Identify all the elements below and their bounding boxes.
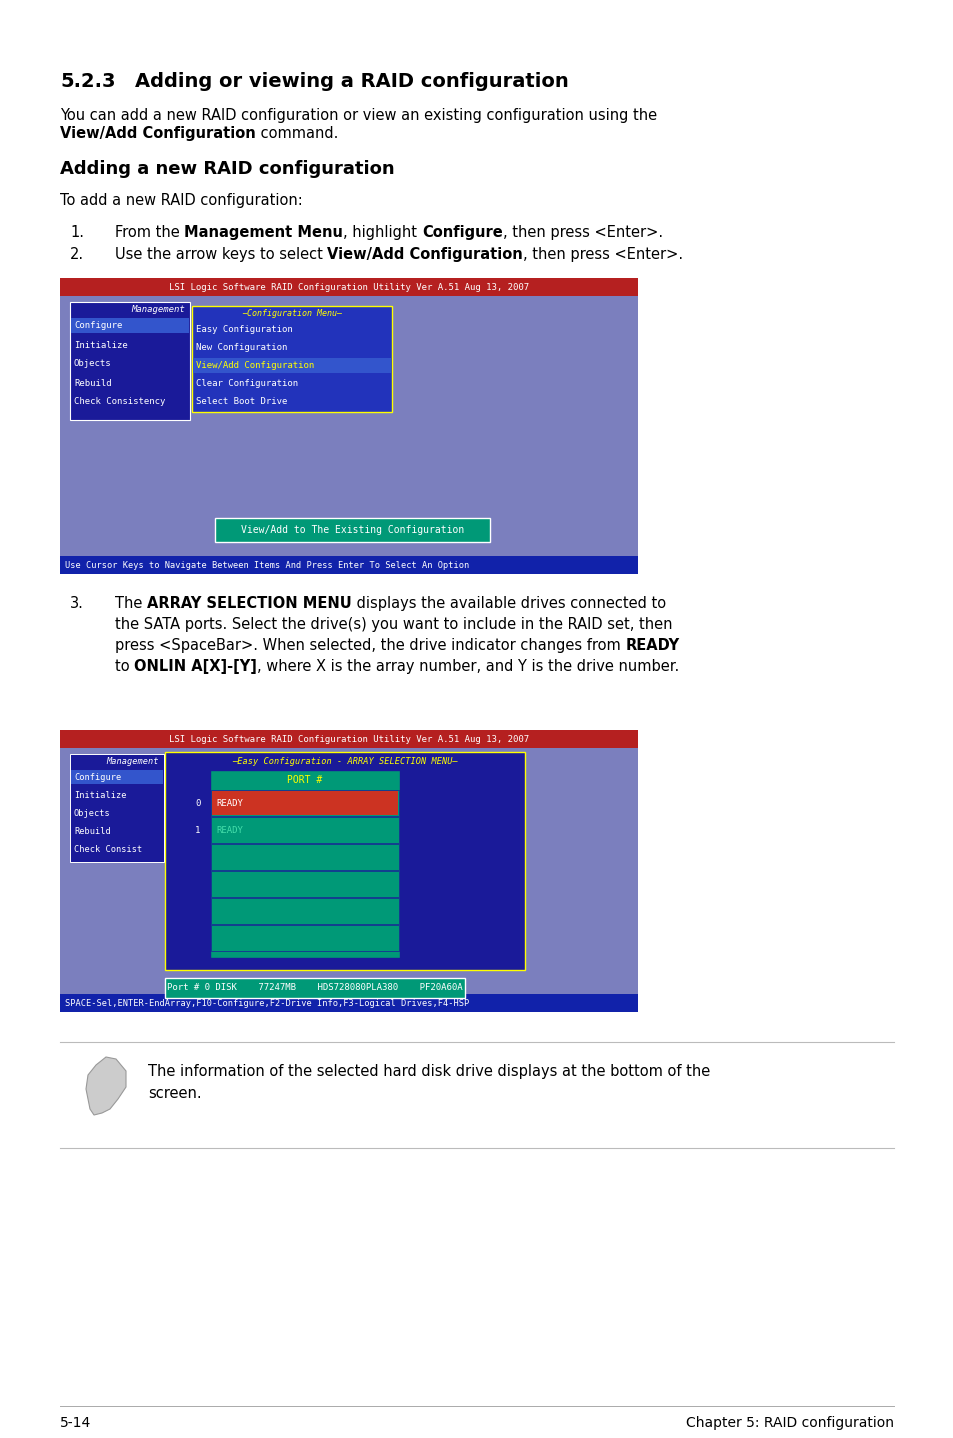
Text: Management: Management [107, 758, 159, 766]
Bar [165, 978, 464, 998]
Text: the SATA ports. Select the drive(s) you want to include in the RAID set, then: the SATA ports. Select the drive(s) you … [115, 617, 672, 631]
Text: Configure: Configure [74, 322, 122, 331]
Text: Select Boot Drive: Select Boot Drive [195, 397, 287, 407]
Text: Port # 0 DISK    77247MB    HDS728080PLA380    PF20A60A: Port # 0 DISK 77247MB HDS728080PLA380 PF… [167, 984, 462, 992]
Text: Management: Management [132, 305, 185, 315]
Bar [60, 296, 638, 557]
Bar [60, 278, 638, 296]
Text: READY: READY [215, 800, 243, 808]
Text: View/Add to The Existing Configuration: View/Add to The Existing Configuration [240, 525, 464, 535]
Text: Check Consist: Check Consist [74, 844, 142, 854]
Bar [70, 754, 164, 861]
Text: LSI Logic Software RAID Configuration Utility Ver A.51 Aug 13, 2007: LSI Logic Software RAID Configuration Ut… [169, 282, 529, 292]
Bar [211, 897, 398, 925]
Bar [60, 731, 638, 748]
Bar [193, 358, 391, 372]
Text: ARRAY SELECTION MENU: ARRAY SELECTION MENU [147, 595, 352, 611]
Bar [211, 789, 398, 815]
Text: —Easy Configuration - ARRAY SELECTION MENU—: —Easy Configuration - ARRAY SELECTION ME… [232, 758, 457, 766]
Bar [211, 925, 398, 951]
Text: displays the available drives connected to: displays the available drives connected … [352, 595, 665, 611]
Text: to: to [115, 659, 134, 674]
Bar [211, 844, 398, 870]
Text: Management Menu: Management Menu [184, 224, 343, 240]
Text: screen.: screen. [148, 1086, 201, 1102]
Text: The: The [115, 595, 147, 611]
Text: Clear Configuration: Clear Configuration [195, 380, 297, 388]
Text: Configure: Configure [421, 224, 502, 240]
Bar [71, 769, 163, 784]
Text: View/Add Configuration: View/Add Configuration [327, 247, 522, 262]
Text: 0: 0 [195, 800, 200, 808]
Text: View/Add Configuration: View/Add Configuration [195, 361, 314, 371]
Bar [60, 557, 638, 574]
Text: —Configuration Menu—: —Configuration Menu— [242, 309, 341, 318]
Text: , then press <Enter>.: , then press <Enter>. [502, 224, 662, 240]
Text: 1.: 1. [70, 224, 84, 240]
Text: command.: command. [255, 127, 337, 141]
Text: 5-14: 5-14 [60, 1416, 91, 1429]
Text: LSI Logic Software RAID Configuration Utility Ver A.51 Aug 13, 2007: LSI Logic Software RAID Configuration Ut… [169, 735, 529, 743]
Text: View/Add Configuration: View/Add Configuration [60, 127, 255, 141]
Text: PORT #: PORT # [287, 775, 322, 785]
Text: 2.: 2. [70, 247, 84, 262]
Bar [60, 748, 638, 994]
Bar [192, 306, 392, 413]
Text: Initialize: Initialize [74, 341, 128, 349]
Text: Rebuild: Rebuild [74, 378, 112, 387]
Bar [60, 994, 638, 1012]
Bar [70, 302, 190, 420]
Bar [214, 518, 490, 542]
Bar [212, 791, 397, 815]
Bar [71, 318, 189, 334]
Text: To add a new RAID configuration:: To add a new RAID configuration: [60, 193, 302, 209]
Text: Chapter 5: RAID configuration: Chapter 5: RAID configuration [685, 1416, 893, 1429]
Polygon shape [86, 1057, 126, 1114]
Text: press <SpaceBar>. When selected, the drive indicator changes from: press <SpaceBar>. When selected, the dri… [115, 638, 625, 653]
Text: Easy Configuration: Easy Configuration [195, 325, 293, 335]
Text: Adding a new RAID configuration: Adding a new RAID configuration [60, 160, 395, 178]
Text: Initialize: Initialize [74, 791, 127, 800]
Text: , highlight: , highlight [343, 224, 421, 240]
Text: 3.: 3. [70, 595, 84, 611]
Text: Rebuild: Rebuild [74, 827, 111, 835]
Text: Objects: Objects [74, 360, 112, 368]
Text: Use the arrow keys to select: Use the arrow keys to select [115, 247, 327, 262]
Text: READY: READY [215, 825, 243, 835]
Text: You can add a new RAID configuration or view an existing configuration using the: You can add a new RAID configuration or … [60, 108, 657, 124]
Text: Check Consistency: Check Consistency [74, 397, 165, 407]
Bar [210, 769, 399, 958]
Text: Use Cursor Keys to Navigate Between Items And Press Enter To Select An Option: Use Cursor Keys to Navigate Between Item… [65, 561, 469, 569]
Text: ONLIN A[X]-[Y]: ONLIN A[X]-[Y] [134, 659, 257, 674]
Text: 5.2.3: 5.2.3 [60, 72, 115, 91]
Text: , where X is the array number, and Y is the drive number.: , where X is the array number, and Y is … [257, 659, 679, 674]
Text: Objects: Objects [74, 808, 111, 817]
Bar [211, 817, 398, 843]
Text: 1: 1 [195, 825, 200, 835]
Text: Configure: Configure [74, 772, 121, 781]
Text: New Configuration: New Configuration [195, 344, 287, 352]
Text: Adding or viewing a RAID configuration: Adding or viewing a RAID configuration [135, 72, 568, 91]
Text: The information of the selected hard disk drive displays at the bottom of the: The information of the selected hard dis… [148, 1064, 709, 1078]
Text: , then press <Enter>.: , then press <Enter>. [522, 247, 682, 262]
Bar [211, 871, 398, 897]
Text: From the: From the [115, 224, 184, 240]
Text: SPACE-Sel,ENTER-EndArray,F10-Configure,F2-Drive Info,F3-Logical Drives,F4-HSP: SPACE-Sel,ENTER-EndArray,F10-Configure,F… [65, 998, 469, 1008]
Bar [165, 752, 524, 971]
Text: READY: READY [625, 638, 679, 653]
